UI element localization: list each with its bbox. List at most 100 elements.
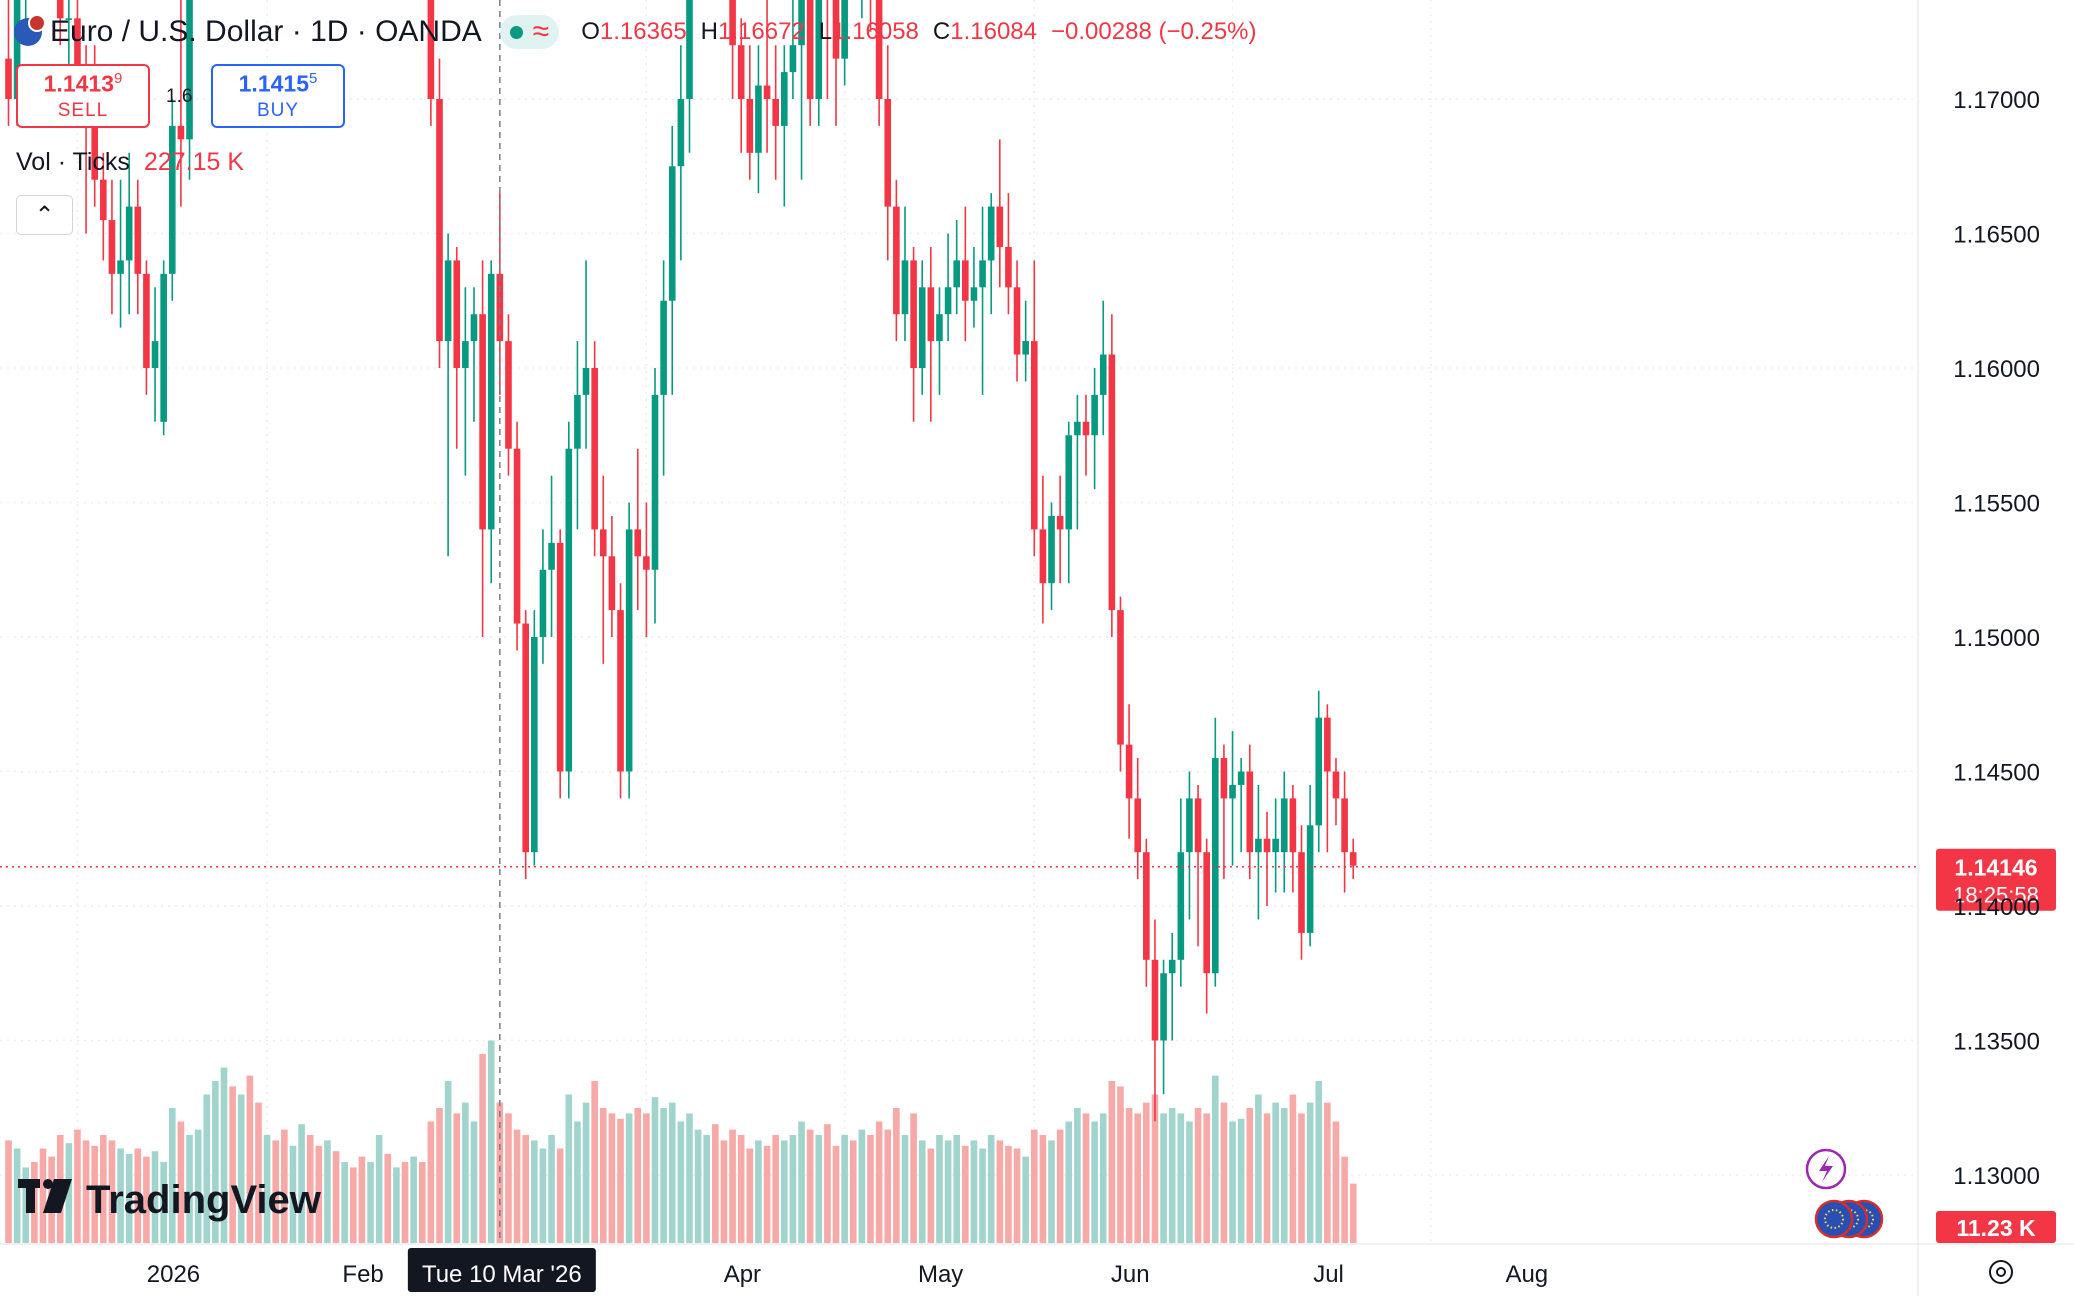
candle[interactable] [1324,704,1331,853]
candle[interactable] [617,583,624,799]
candle[interactable] [651,368,659,624]
candle[interactable] [893,179,900,342]
candle[interactable] [1005,193,1012,315]
candle[interactable] [462,287,469,476]
candle[interactable] [962,206,969,342]
candle[interactable] [168,99,176,301]
candle[interactable] [979,206,986,395]
buy-button[interactable]: 1.14155 BUY [211,64,345,128]
candle[interactable] [177,0,185,207]
candle[interactable] [1306,784,1314,947]
candle[interactable] [1246,744,1254,880]
candle[interactable] [1013,260,1021,382]
candle[interactable] [1237,758,1245,853]
candle[interactable] [1108,314,1116,637]
candle[interactable] [815,0,823,126]
candle[interactable] [1186,771,1193,920]
candle[interactable] [806,0,814,126]
candle[interactable] [117,179,124,328]
candle[interactable] [1272,798,1279,893]
candle[interactable] [1332,758,1340,826]
candle[interactable] [1160,959,1167,1095]
candle[interactable] [1289,784,1297,893]
candle[interactable] [643,502,650,638]
candle[interactable] [884,45,892,261]
symbol-title[interactable]: Euro / U.S. Dollar · 1D · OANDA [50,15,482,48]
candle[interactable] [1298,825,1305,960]
candle[interactable] [453,246,461,449]
candle[interactable] [1125,704,1133,839]
candle[interactable] [531,610,538,866]
candle[interactable] [901,206,909,342]
candle[interactable] [1194,784,1202,947]
market-status-pill[interactable]: ≈ [499,15,560,49]
candle[interactable] [574,341,581,530]
candle[interactable] [1143,838,1150,987]
candle[interactable] [1039,475,1047,624]
candle[interactable] [1280,771,1288,893]
candle[interactable] [1065,421,1073,584]
candle[interactable] [496,193,504,395]
candle[interactable] [1341,771,1348,893]
candle[interactable] [996,139,1004,288]
candle[interactable] [125,152,133,315]
candle[interactable] [970,246,978,328]
candle[interactable] [1177,798,1185,987]
candle[interactable] [625,502,633,799]
candle[interactable] [108,179,116,315]
candle[interactable] [582,260,590,449]
candle[interactable] [1315,690,1323,853]
candle[interactable] [1056,475,1064,584]
candle[interactable] [875,0,883,126]
candle[interactable] [1220,744,1228,880]
event-markers[interactable] [1805,1148,1884,1239]
candle[interactable] [746,45,754,180]
candle[interactable] [798,0,805,180]
candle[interactable] [1212,717,1219,987]
candle[interactable] [1074,394,1081,530]
candle[interactable] [505,314,512,476]
candle[interactable] [608,515,616,637]
candle[interactable] [1099,300,1107,436]
candle[interactable] [1117,596,1124,772]
candle[interactable] [479,260,486,637]
eu-flag-event-icon[interactable] [1814,1199,1854,1239]
candle[interactable] [556,529,564,799]
candle[interactable] [755,45,762,194]
candle[interactable] [832,0,840,126]
tradingview-logo[interactable]: TradingView [18,1178,321,1223]
candle[interactable] [677,45,685,261]
candle[interactable] [1349,838,1357,880]
sell-button[interactable]: 1.14139 SELL [16,64,150,128]
candle[interactable] [22,0,29,46]
candle[interactable] [737,18,745,153]
candle[interactable] [444,233,452,557]
volume-legend[interactable]: Vol · Ticks 227.15 K [16,148,244,177]
candle[interactable] [953,220,960,315]
candle[interactable] [548,475,555,637]
candle[interactable] [134,179,142,315]
candle[interactable] [789,0,797,99]
candle[interactable] [927,246,935,422]
candle[interactable] [1151,919,1159,1122]
candle[interactable] [867,0,874,32]
candle[interactable] [186,0,193,180]
candle[interactable] [143,260,150,395]
candle[interactable] [160,260,167,436]
candle[interactable] [1082,394,1090,476]
candle[interactable] [686,0,693,153]
candle[interactable] [100,152,107,261]
candle[interactable] [772,45,779,180]
candle[interactable] [591,341,598,557]
candle[interactable] [910,246,917,422]
candle[interactable] [470,287,478,422]
collapse-legend-button[interactable]: ⌃ [16,195,73,235]
candle[interactable] [1263,811,1271,906]
candle[interactable] [668,125,676,395]
candle[interactable] [781,45,788,207]
candle[interactable] [918,260,926,395]
candle[interactable] [944,233,952,342]
candle[interactable] [1203,838,1210,1014]
